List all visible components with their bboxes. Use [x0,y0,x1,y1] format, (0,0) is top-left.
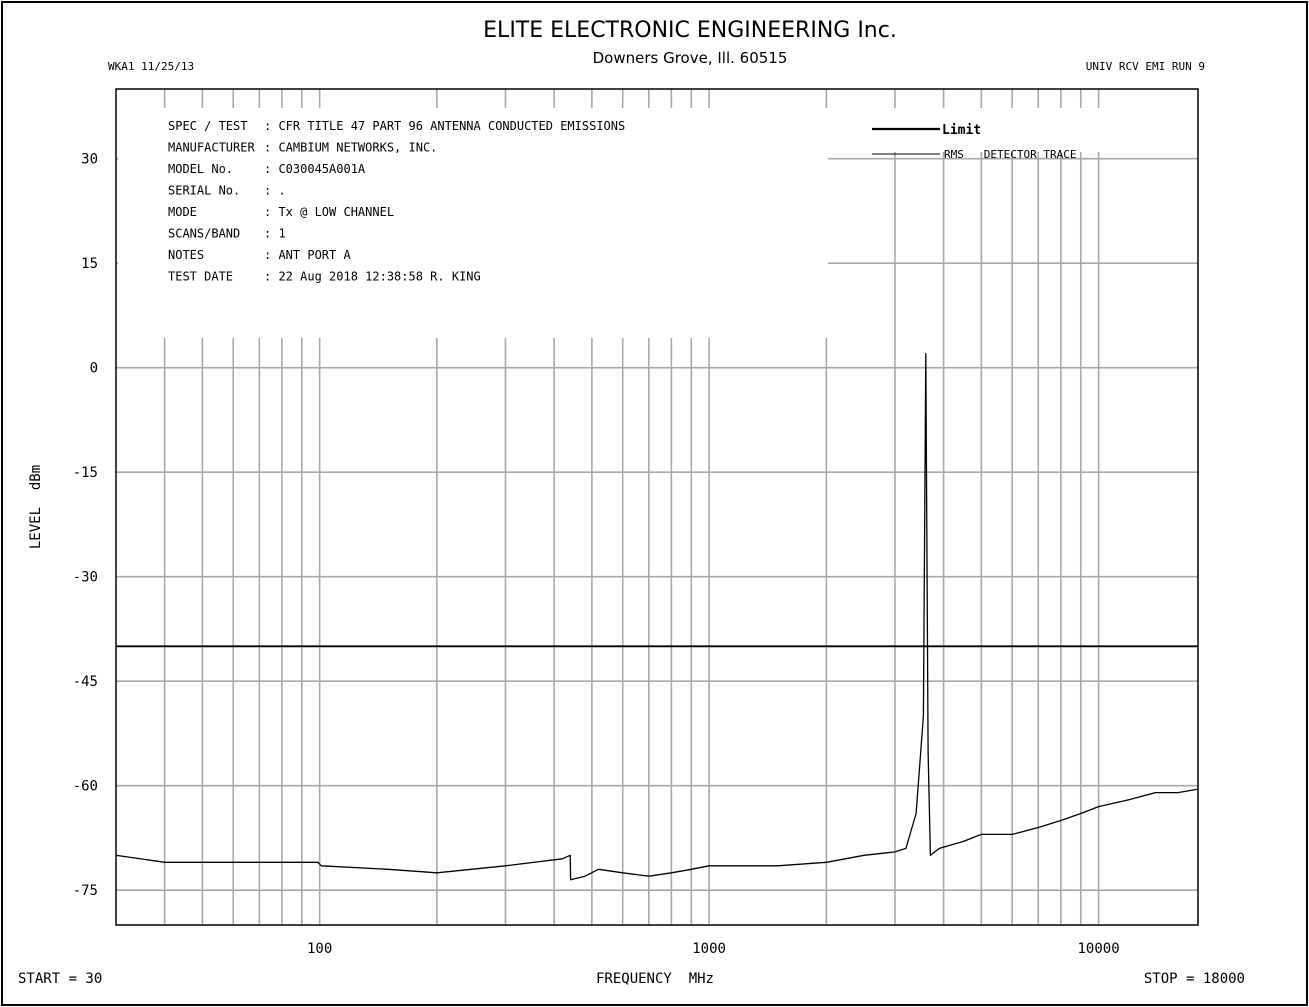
legend: Limit RMS DETECTOR TRACE [872,123,1076,161]
header-left-code: WKA1 11/25/13 [108,60,194,73]
y-tick-labels: 30 15 0 -15 -30 -45 -60 -75 [73,152,98,900]
info-label: MODE [168,205,197,219]
y-tick-label: -30 [73,570,98,586]
info-value: : Tx @ LOW CHANNEL [264,205,394,219]
test-info-block: SPEC / TEST : CFR TITLE 47 PART 96 ANTENN… [168,119,625,284]
info-label: TEST DATE [168,270,233,284]
y-tick-label: -60 [73,779,98,795]
header-right-code: UNIV RCV EMI RUN 9 [1086,60,1205,73]
x-tick-label: 1000 [692,941,726,957]
rms-detector-trace [115,353,1199,881]
y-tick-label: -15 [73,465,98,481]
info-value: : . [264,184,286,198]
x-tick-label: 100 [307,941,332,957]
y-tick-label: 30 [81,152,98,168]
company-title: ELITE ELECTRONIC ENGINEERING Inc. [483,18,897,43]
company-address: Downers Grove, Ill. 60515 [593,49,788,67]
legend-limit-label: Limit [942,123,981,138]
stop-frequency: STOP = 18000 [1144,971,1245,987]
x-axis-title: FREQUENCY MHz [596,971,714,987]
info-block-mask [118,108,828,338]
y-tick-label: 0 [90,361,98,377]
info-value: : C030045A001A [264,162,366,176]
y-tick-label: -75 [73,883,98,899]
series-layer [115,353,1199,881]
info-label: SERIAL No. [168,184,240,198]
info-label: MODEL No. [168,162,233,176]
start-frequency: START = 30 [18,971,102,987]
info-label: NOTES [168,248,204,262]
info-value: : ANT PORT A [264,248,351,262]
legend-rms-label: RMS DETECTOR TRACE [944,148,1076,161]
x-tick-label: 10000 [1078,941,1120,957]
y-tick-label: -45 [73,674,98,690]
info-value: : CFR TITLE 47 PART 96 ANTENNA CONDUCTED… [264,119,625,133]
info-value: : CAMBIUM NETWORKS, INC. [264,141,437,155]
plot-frame [115,88,1199,926]
info-label: SPEC / TEST [168,119,247,133]
y-tick-label: 15 [81,256,98,272]
info-label: SCANS/BAND [168,227,240,241]
y-axis-title: LEVEL dBm [28,465,44,549]
x-tick-labels: 100 1000 10000 [307,941,1120,957]
info-value: : 22 Aug 2018 12:38:58 R. KING [264,270,481,284]
info-value: : 1 [264,227,286,241]
info-label: MANUFACTURER [168,141,255,155]
